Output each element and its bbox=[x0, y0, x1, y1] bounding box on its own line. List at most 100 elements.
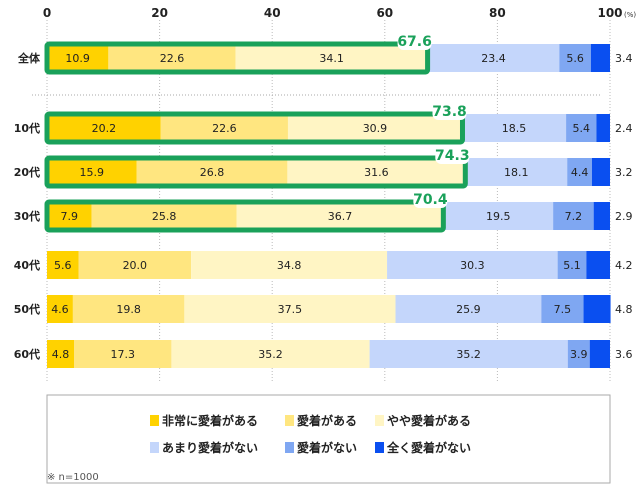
bar-segment bbox=[287, 114, 462, 142]
bar-segment bbox=[566, 114, 597, 142]
bar-segment bbox=[553, 202, 594, 230]
data-label: 25.9 bbox=[456, 303, 481, 316]
bar-segment bbox=[559, 44, 591, 72]
legend-swatch bbox=[150, 442, 159, 453]
data-label: 19.5 bbox=[486, 210, 511, 223]
category-label: 40代 bbox=[14, 258, 40, 272]
data-label: 35.2 bbox=[456, 348, 481, 361]
data-label: 5.4 bbox=[573, 122, 591, 135]
bar-segment bbox=[47, 44, 109, 72]
data-label: 37.5 bbox=[278, 303, 303, 316]
data-label: 15.9 bbox=[80, 166, 105, 179]
sample-note: ※ n=1000 bbox=[47, 472, 99, 483]
bar-segment bbox=[108, 44, 236, 72]
data-label: 23.4 bbox=[481, 52, 506, 65]
category-label: 30代 bbox=[14, 209, 40, 223]
bar-segment bbox=[47, 114, 161, 142]
data-label: 22.6 bbox=[212, 122, 237, 135]
data-label: 7.9 bbox=[60, 210, 78, 223]
legend-box bbox=[46, 394, 611, 484]
total-label-bg bbox=[435, 147, 470, 164]
bar-segment bbox=[78, 251, 192, 279]
legend-swatch bbox=[285, 442, 294, 453]
bar-segment bbox=[136, 158, 288, 186]
data-label: 3.4 bbox=[615, 52, 633, 65]
legend-label: 全く愛着がない bbox=[386, 440, 471, 455]
legend-label: 愛着がある bbox=[297, 413, 357, 428]
data-label: 4.6 bbox=[51, 303, 69, 316]
data-label: 34.1 bbox=[319, 52, 344, 65]
data-label: 7.2 bbox=[565, 210, 583, 223]
highlight-outline bbox=[44, 199, 446, 233]
bar-segment bbox=[369, 340, 568, 368]
bar-segment bbox=[235, 44, 428, 72]
data-label: 31.6 bbox=[364, 166, 389, 179]
data-label: 35.2 bbox=[258, 348, 283, 361]
bar-segment bbox=[47, 158, 137, 186]
legend-label: 非常に愛着がある bbox=[162, 413, 258, 428]
data-label: 18.1 bbox=[504, 166, 529, 179]
x-tick-label: 40 bbox=[264, 6, 281, 20]
data-label: 4.8 bbox=[615, 303, 633, 316]
category-label: 50代 bbox=[14, 302, 40, 316]
data-label: 17.3 bbox=[110, 348, 135, 361]
highlight-outline bbox=[44, 155, 468, 189]
total-label: 67.6 bbox=[397, 34, 432, 50]
data-label: 5.6 bbox=[566, 52, 584, 65]
unit-label: (%) bbox=[624, 11, 636, 19]
data-label: 7.5 bbox=[554, 303, 572, 316]
data-label: 22.6 bbox=[160, 52, 185, 65]
data-label: 2.4 bbox=[615, 122, 633, 135]
data-label: 25.8 bbox=[152, 210, 177, 223]
bar-segment bbox=[387, 251, 558, 279]
bar-segment bbox=[47, 202, 92, 230]
data-label: 36.7 bbox=[328, 210, 353, 223]
bar-segment bbox=[461, 114, 567, 142]
x-tick-label: 20 bbox=[151, 6, 168, 20]
data-label: 4.2 bbox=[615, 259, 633, 272]
bar-segment bbox=[557, 251, 587, 279]
bar-segment bbox=[593, 202, 610, 230]
legend-swatch bbox=[375, 442, 384, 453]
category-label: 全体 bbox=[17, 51, 41, 65]
highlight-outline bbox=[44, 41, 431, 75]
data-label: 19.8 bbox=[116, 303, 141, 316]
data-label: 20.2 bbox=[92, 122, 117, 135]
total-label-bg bbox=[432, 103, 467, 120]
bar-segment bbox=[171, 340, 370, 368]
data-label: 3.9 bbox=[570, 348, 588, 361]
bar-segment bbox=[567, 340, 590, 368]
bar-segment bbox=[191, 251, 388, 279]
bar-segment bbox=[91, 202, 237, 230]
data-label: 30.9 bbox=[363, 122, 388, 135]
bar-segment bbox=[47, 251, 79, 279]
legend-label: あまり愛着がない bbox=[162, 440, 258, 455]
bar-segment bbox=[541, 295, 584, 323]
bar-segment bbox=[395, 295, 542, 323]
category-label: 20代 bbox=[14, 165, 40, 179]
data-label: 5.1 bbox=[563, 259, 581, 272]
data-label: 5.6 bbox=[54, 259, 72, 272]
bar-segment bbox=[184, 295, 396, 323]
bar-segment bbox=[443, 202, 554, 230]
bar-segment bbox=[287, 158, 466, 186]
x-tick-label: 0 bbox=[43, 6, 51, 20]
bar-segment bbox=[236, 202, 444, 230]
total-label-bg bbox=[397, 33, 432, 50]
data-label: 3.2 bbox=[615, 166, 633, 179]
bar-segment bbox=[465, 158, 568, 186]
total-label: 70.4 bbox=[413, 192, 448, 208]
total-label-bg bbox=[413, 191, 448, 208]
bar-segment bbox=[72, 295, 185, 323]
category-label: 60代 bbox=[14, 347, 40, 361]
legend-label: 愛着がない bbox=[297, 440, 357, 455]
highlight-outline bbox=[44, 111, 465, 145]
bar-segment bbox=[47, 340, 75, 368]
x-tick-label: 60 bbox=[376, 6, 393, 20]
total-label: 73.8 bbox=[432, 104, 467, 120]
data-label: 30.3 bbox=[460, 259, 485, 272]
category-label: 10代 bbox=[14, 121, 40, 135]
bar-segment bbox=[589, 340, 610, 368]
legend-swatch bbox=[285, 415, 294, 426]
